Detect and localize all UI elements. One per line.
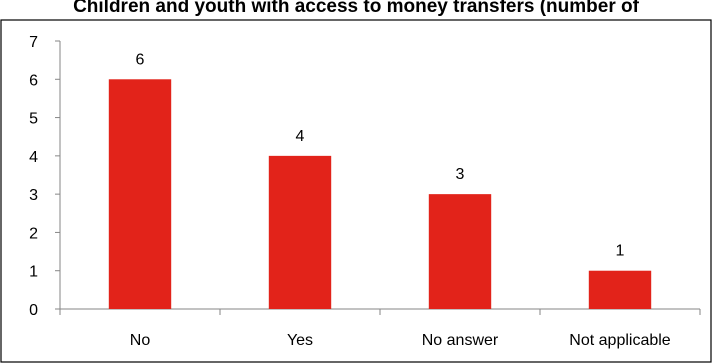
data-labels: 6 4 3 1 <box>136 51 625 259</box>
y-tick-label: 3 <box>29 187 38 204</box>
bar-value-label: 1 <box>616 243 625 260</box>
bar <box>588 270 652 309</box>
bar <box>428 194 492 309</box>
y-axis: 0 1 2 3 4 5 6 7 <box>29 34 61 319</box>
bar-value-label: 6 <box>136 51 145 68</box>
bar-value-label: 4 <box>296 128 305 145</box>
x-category-label: Not applicable <box>569 332 671 349</box>
y-tick-label: 2 <box>29 225 38 242</box>
y-tick-label: 7 <box>29 34 38 51</box>
x-category-label: No answer <box>422 332 499 349</box>
y-tick-label: 5 <box>29 111 38 128</box>
chart-title: Children and youth with access to money … <box>73 0 639 17</box>
y-tick-label: 6 <box>29 72 38 89</box>
x-axis: No Yes No answer Not applicable <box>59 308 701 349</box>
x-category-label: Yes <box>287 332 313 349</box>
bar <box>268 155 332 309</box>
bar <box>108 79 172 310</box>
y-tick-label: 4 <box>29 149 38 166</box>
y-tick-label: 0 <box>29 302 38 319</box>
chart-frame <box>0 19 712 363</box>
bars <box>108 79 652 310</box>
y-tick-label: 1 <box>29 264 38 281</box>
x-category-label: No <box>130 332 151 349</box>
bar-value-label: 3 <box>456 166 465 183</box>
